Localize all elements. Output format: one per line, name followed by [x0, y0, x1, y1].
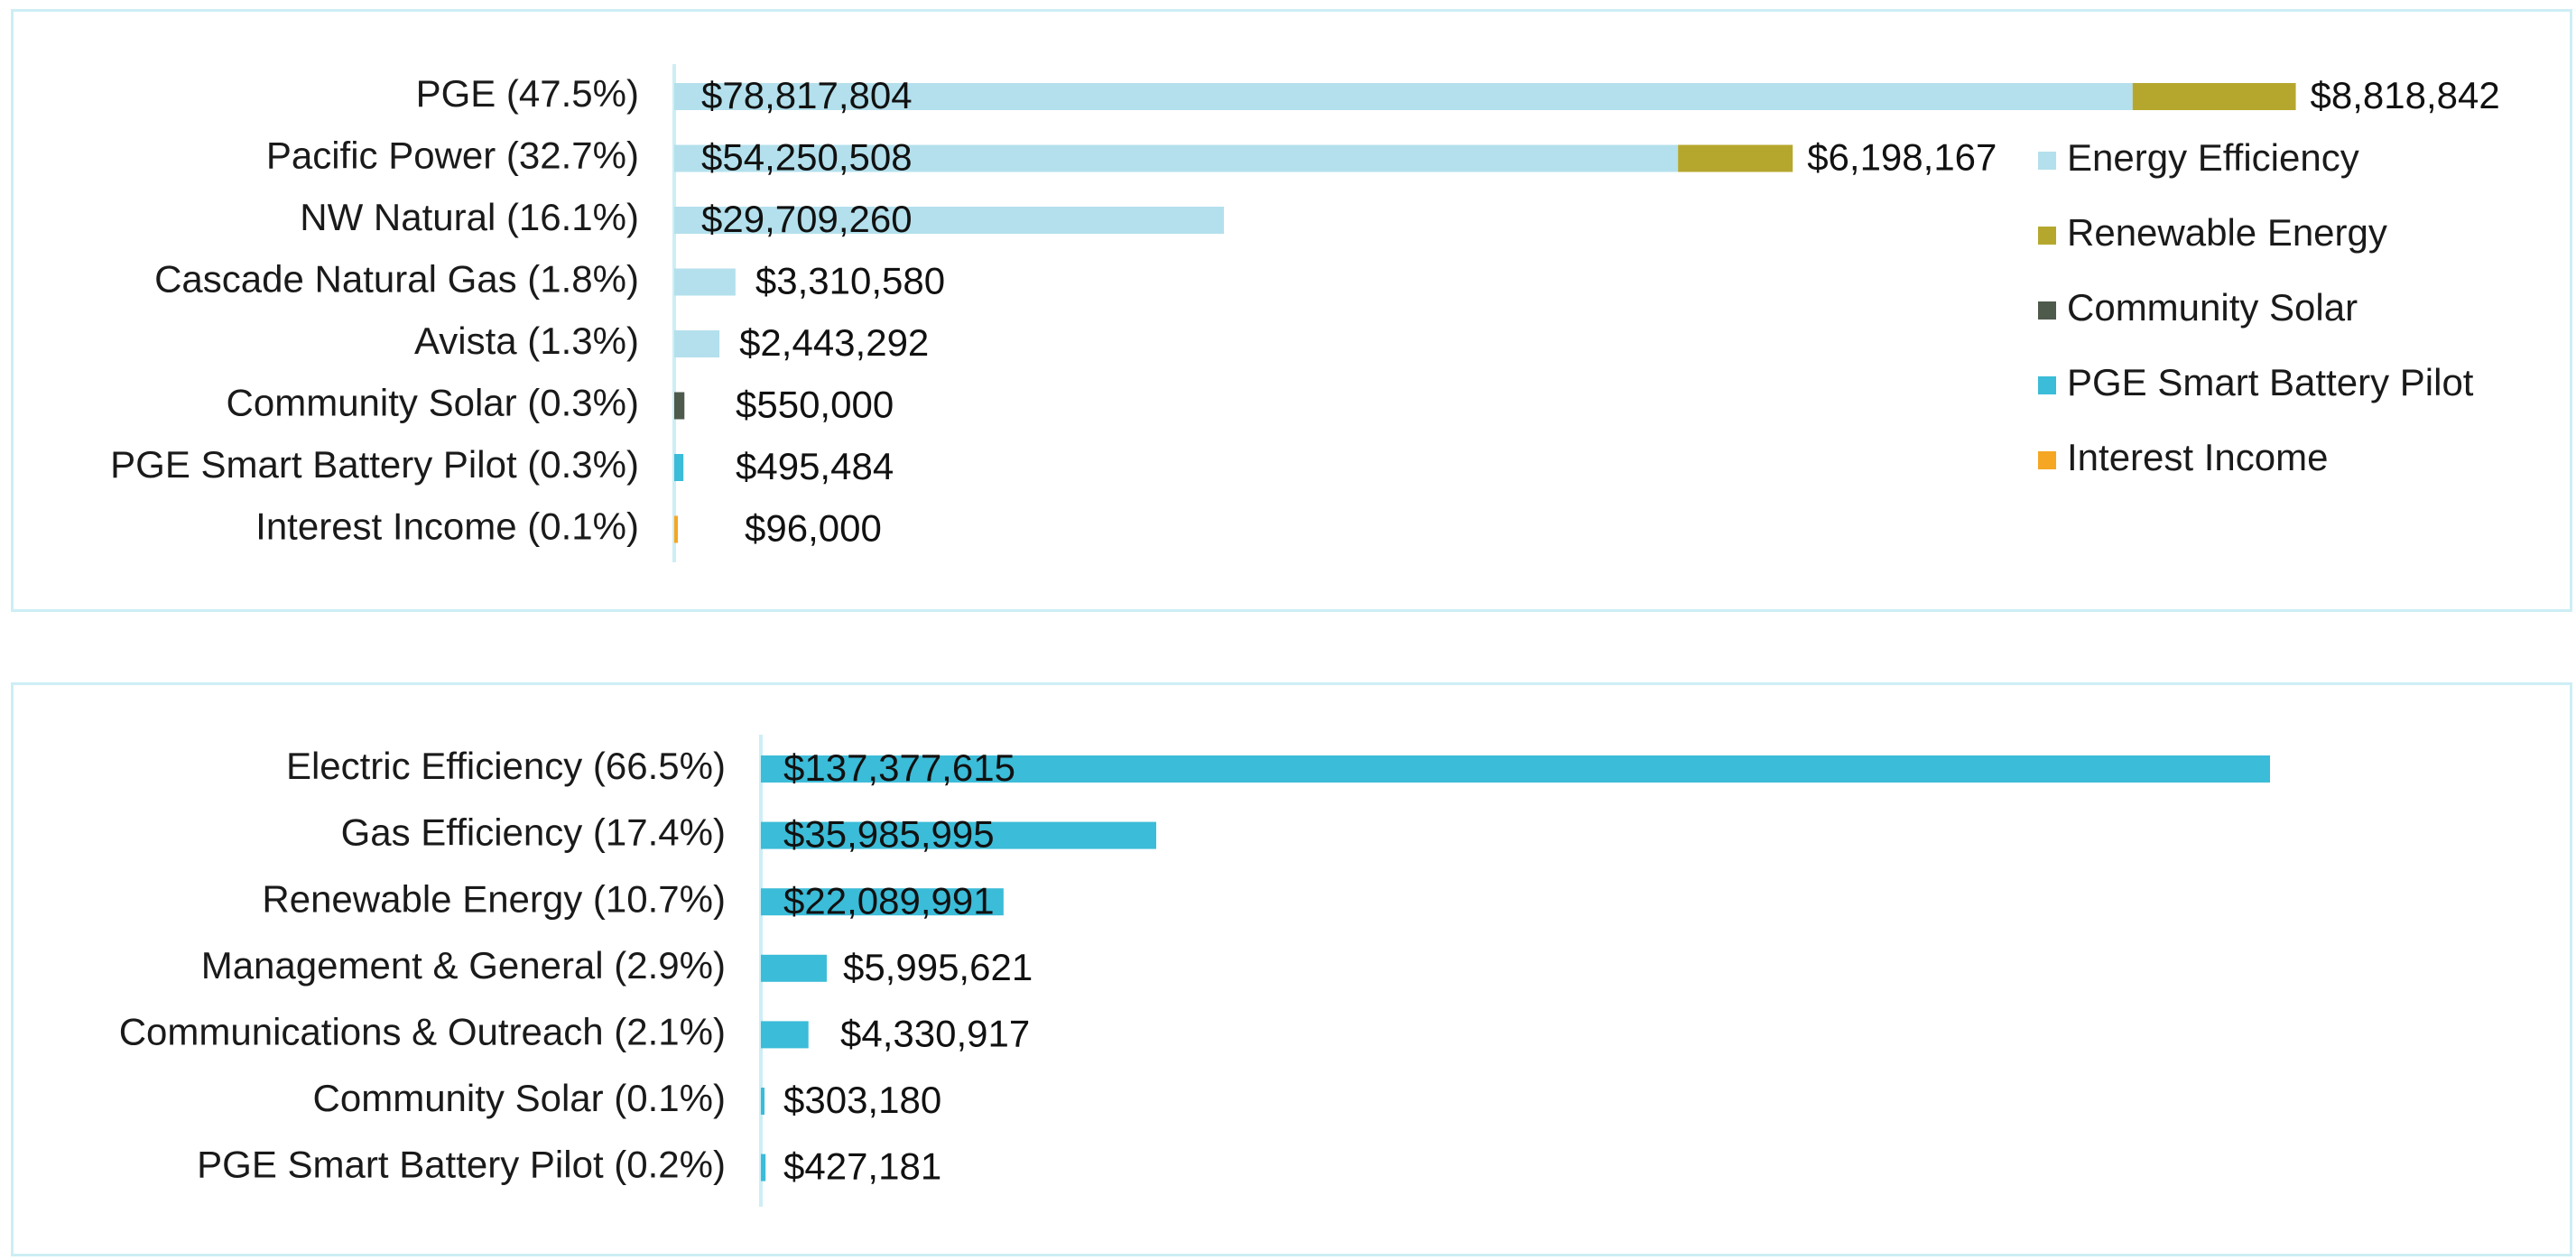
data-label: $35,985,995 — [783, 813, 995, 856]
data-label: $78,817,804 — [701, 74, 913, 116]
bar-expense — [761, 1153, 766, 1181]
category-label: Pacific Power (32.7%) — [266, 134, 639, 177]
legend-swatch-pge-smart-battery-pilot — [2038, 376, 2056, 394]
data-label: $54,250,508 — [701, 136, 913, 179]
legend-swatch-interest-income — [2038, 451, 2056, 469]
data-label: $137,377,615 — [783, 746, 1015, 789]
bar-expense — [761, 821, 1156, 849]
category-label: Management & General (2.9%) — [201, 944, 726, 987]
bar-energy-efficiency — [674, 268, 736, 296]
bar-energy-efficiency — [674, 144, 1679, 172]
category-label: PGE Smart Battery Pilot (0.2%) — [197, 1144, 726, 1186]
revenue-chart: PGE (47.5%) $78,817,804 $8,818,842 Pacific … — [110, 64, 2500, 562]
category-label: Gas Efficiency (17.4%) — [341, 811, 726, 854]
data-label: $29,709,260 — [701, 198, 913, 240]
bar-energy-efficiency — [674, 330, 720, 357]
category-label: Avista (1.3%) — [414, 320, 639, 362]
category-label: Community Solar (0.1%) — [313, 1077, 726, 1119]
category-label: Renewable Energy (10.7%) — [262, 877, 726, 920]
category-label: Communications & Outreach (2.1%) — [119, 1010, 726, 1052]
legend-swatch-renewable-energy — [2038, 227, 2056, 245]
category-label: Electric Efficiency (66.5%) — [286, 745, 726, 787]
data-label: $3,310,580 — [755, 260, 945, 302]
data-label: $303,180 — [783, 1079, 941, 1121]
category-label: PGE Smart Battery Pilot (0.3%) — [110, 443, 639, 486]
data-label: $4,330,917 — [840, 1012, 1030, 1054]
bar-expense — [761, 755, 2270, 783]
data-label: $22,089,991 — [783, 879, 995, 922]
bar-pge-smart-battery-pilot — [674, 454, 684, 481]
expense-chart-panel: Electric Efficiency (66.5%) $137,377,615 G… — [11, 682, 2572, 1256]
bar-energy-efficiency — [674, 207, 1225, 234]
legend-label: Interest Income — [2067, 436, 2328, 478]
legend-label: PGE Smart Battery Pilot — [2067, 361, 2474, 403]
bar-renewable-energy — [2132, 83, 2296, 110]
category-label: PGE (47.5%) — [416, 72, 639, 115]
bar-community-solar — [674, 392, 685, 420]
data-label: $6,198,167 — [1807, 136, 1997, 179]
bar-expense — [761, 1021, 809, 1049]
data-label: $427,181 — [783, 1145, 941, 1188]
legend-label: Renewable Energy — [2067, 211, 2387, 254]
data-label: $8,818,842 — [2311, 74, 2500, 116]
revenue-chart-panel: PGE (47.5%) $78,817,804 $8,818,842 Pacific … — [11, 9, 2572, 612]
category-label: Community Solar (0.3%) — [227, 382, 639, 424]
category-label: Interest Income (0.1%) — [255, 505, 639, 548]
category-label: Cascade Natural Gas (1.8%) — [154, 258, 639, 301]
data-label: $5,995,621 — [843, 946, 1033, 988]
legend-label: Community Solar — [2067, 286, 2358, 329]
bar-renewable-energy — [1678, 144, 1793, 172]
data-label: $2,443,292 — [739, 321, 929, 364]
bar-energy-efficiency — [674, 83, 2133, 110]
legend-label: Energy Efficiency — [2067, 136, 2359, 179]
bar-expense — [761, 954, 827, 982]
bar-interest-income — [674, 515, 678, 543]
bar-expense — [761, 1088, 764, 1115]
expense-chart: Electric Efficiency (66.5%) $137,377,615 G… — [119, 735, 2270, 1207]
legend-swatch-energy-efficiency — [2038, 152, 2056, 170]
data-label: $495,484 — [736, 445, 894, 487]
bar-expense — [761, 888, 1004, 916]
data-label: $96,000 — [745, 507, 882, 550]
data-label: $550,000 — [736, 384, 894, 426]
category-label: NW Natural (16.1%) — [300, 196, 639, 238]
legend-swatch-community-solar — [2038, 301, 2056, 320]
